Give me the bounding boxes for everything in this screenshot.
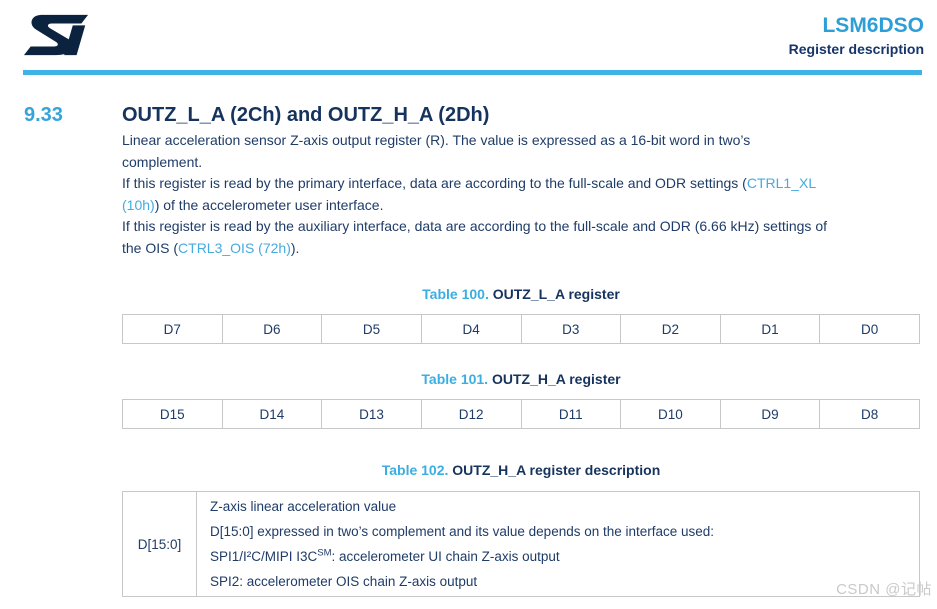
table-caption: Table 101. OUTZ_H_A register	[122, 370, 920, 388]
section-title: OUTZ_L_A (2Ch) and OUTZ_H_A (2Dh)	[122, 104, 490, 126]
table-row: D7 D6 D5 D4 D3 D2 D1 D0	[122, 314, 920, 344]
table-caption-label: Table 100.	[422, 286, 489, 302]
bits-range-cell: D[15:0]	[122, 491, 197, 597]
bit-cell: D12	[420, 399, 522, 429]
doc-title: LSM6DSO	[822, 14, 924, 37]
text-run: SPI1/I²C/MIPI I3C	[210, 549, 318, 564]
bit-cell: D1	[719, 314, 821, 344]
bit-cell: D11	[520, 399, 622, 429]
description-line: SPI2: accelerometer OIS chain Z-axis out…	[210, 569, 913, 594]
table-block: Table 101. OUTZ_H_A register D15 D14 D13 D12…	[122, 370, 920, 429]
bit-cell: D0	[819, 314, 920, 344]
table-block: Table 100. OUTZ_L_A register D7 D6 D5 D4 D3 D2…	[122, 285, 920, 344]
register-link[interactable]: (10h)	[122, 196, 155, 213]
table-caption-title: OUTZ_H_A register description	[452, 462, 661, 478]
description-line: SPI1/I²C/MIPI I3CSM: accelerometer UI ch…	[210, 544, 913, 569]
description-line: D[15:0] expressed in two’s complement an…	[210, 519, 913, 544]
text-run: ).	[290, 239, 300, 256]
bit-cell: D6	[221, 314, 323, 344]
table-row: D15 D14 D13 D12 D11 D10 D9 D8	[122, 399, 920, 429]
register-bits-table: D7 D6 D5 D4 D3 D2 D1 D0	[122, 314, 920, 344]
table-row: D[15:0] Z-axis linear acceleration value D…	[122, 491, 920, 597]
page-header: LSM6DSO Register description	[0, 0, 937, 75]
table-caption-title: OUTZ_H_A register	[491, 371, 621, 387]
content: 9.33 OUTZ_L_A (2Ch) and OUTZ_H_A (2Dh) L…	[0, 75, 937, 597]
table-caption: Table 102. OUTZ_H_A register description	[122, 461, 920, 479]
bit-cell: D9	[719, 399, 821, 429]
paragraph: If this register is read by the primary …	[122, 173, 920, 216]
text-run: Linear acceleration sensor Z-axis output…	[122, 132, 751, 148]
superscript-text: SM	[317, 547, 332, 559]
text-run: SPI2: accelerometer OIS chain Z-axis out…	[210, 574, 478, 589]
paragraphs: Linear acceleration sensor Z-axis output…	[122, 130, 920, 259]
text-run: ) of the accelerometer user interface.	[154, 196, 384, 213]
paragraph: Linear acceleration sensor Z-axis output…	[122, 130, 920, 173]
text-run: the OIS (	[122, 239, 179, 256]
bit-cell: D8	[819, 399, 920, 429]
section-number: 9.33	[24, 104, 63, 126]
table-caption-label: Table 101.	[421, 371, 489, 387]
bit-cell: D2	[620, 314, 721, 344]
paragraph: If this register is read by the auxiliar…	[122, 216, 920, 259]
description-cell: Z-axis linear acceleration value D[15:0] …	[196, 491, 920, 597]
header-titles: LSM6DSO Register description	[789, 13, 924, 58]
register-description-table: D[15:0] Z-axis linear acceleration value D…	[122, 491, 920, 597]
register-link[interactable]: CTRL3_OIS (72h)	[178, 239, 291, 256]
header-rule	[23, 70, 922, 75]
text-run: : accelerometer UI chain Z-axis output	[331, 549, 560, 564]
register-bits-table: D15 D14 D13 D12 D11 D10 D9 D8	[122, 399, 920, 429]
doc-subtitle: Register description	[788, 41, 924, 57]
table-caption: Table 100. OUTZ_L_A register	[122, 285, 920, 303]
watermark: CSDN @记帖	[836, 581, 932, 598]
text-run: D[15:0] expressed in two’s complement an…	[210, 524, 715, 539]
register-link[interactable]: CTRL1_XL	[746, 175, 817, 191]
text-run: If this register is read by the auxiliar…	[122, 218, 827, 234]
text-run: complement.	[122, 153, 203, 170]
bit-cell: D14	[221, 399, 323, 429]
text-run: If this register is read by the primary …	[122, 175, 747, 191]
bit-cell: D13	[321, 399, 422, 429]
tables: Table 100. OUTZ_L_A register D7 D6 D5 D4 D3 D2…	[122, 285, 920, 597]
table-block: Table 102. OUTZ_H_A register description…	[122, 461, 920, 597]
bit-cell: D5	[321, 314, 422, 344]
bit-cell: D7	[122, 314, 223, 344]
bit-cell: D4	[420, 314, 522, 344]
text-run: Z-axis linear acceleration value	[210, 499, 397, 514]
bit-cell: D10	[620, 399, 721, 429]
bit-cell: D15	[122, 399, 223, 429]
st-logo-icon	[23, 14, 89, 56]
bit-cell: D3	[520, 314, 622, 344]
table-caption-label: Table 102.	[381, 462, 449, 478]
table-caption-title: OUTZ_L_A register	[492, 286, 620, 302]
description-line: Z-axis linear acceleration value	[210, 494, 913, 519]
